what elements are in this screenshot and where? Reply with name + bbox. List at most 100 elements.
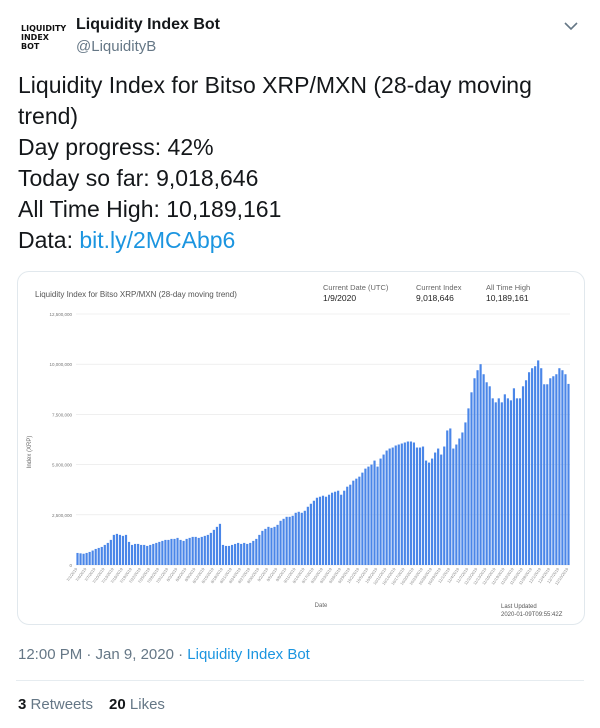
- bar: [276, 524, 279, 565]
- user-handle[interactable]: @LiquidityB: [76, 38, 157, 55]
- bar: [218, 523, 222, 565]
- bar: [206, 534, 209, 565]
- bar: [406, 441, 409, 565]
- bar: [403, 442, 406, 565]
- bar: [182, 540, 185, 565]
- chart-card[interactable]: Liquidity Index for Bitso XRP/MXN (28-da…: [17, 271, 585, 625]
- bar: [427, 462, 431, 565]
- bar: [76, 552, 79, 565]
- likes-count: 20: [109, 696, 126, 713]
- bar: [343, 490, 346, 565]
- bar: [367, 466, 370, 565]
- likes-label: Likes: [129, 696, 165, 713]
- bar: [549, 378, 552, 565]
- bar: [512, 388, 516, 565]
- bar: [355, 478, 358, 565]
- bar: [537, 360, 540, 565]
- bar: [497, 398, 500, 565]
- bar: [415, 447, 419, 565]
- bar: [318, 496, 322, 565]
- bar: [488, 386, 491, 565]
- bar: [97, 547, 100, 565]
- y-tick-label: 7,500,000: [52, 412, 73, 417]
- last-updated-label: Last Updated: [501, 604, 537, 610]
- timestamp-text[interactable]: 12:00 PM · Jan 9, 2020 ·: [18, 646, 188, 663]
- chart-svg: Liquidity Index for Bitso XRP/MXN (28-da…: [27, 283, 570, 618]
- bar: [267, 526, 270, 565]
- bar: [167, 539, 170, 565]
- data-label: Data:: [18, 227, 80, 253]
- bar: [100, 546, 103, 565]
- bar: [358, 476, 361, 565]
- bar: [352, 480, 355, 565]
- bar: [449, 428, 452, 565]
- bar: [485, 382, 488, 565]
- bar: [327, 494, 331, 565]
- bar: [388, 448, 391, 565]
- avatar[interactable]: LIQUIDITY INDEX BOT: [16, 12, 66, 62]
- bar: [482, 374, 485, 565]
- bar: [373, 460, 376, 565]
- bar: [309, 503, 312, 565]
- bar: [240, 543, 243, 565]
- display-name[interactable]: Liquidity Index Bot: [76, 16, 220, 33]
- tweet-header: LIQUIDITY INDEX BOT Liquidity Index Bot …: [16, 8, 584, 64]
- bar: [518, 398, 522, 565]
- tweet-text: Liquidity Index for Bitso XRP/MXN (28-da…: [18, 70, 578, 256]
- likes-stat[interactable]: 20 Likes: [109, 696, 165, 713]
- bar: [385, 450, 388, 565]
- bar: [224, 545, 228, 565]
- bar: [237, 542, 240, 565]
- bar: [152, 543, 155, 565]
- bar: [155, 542, 158, 565]
- bar: [203, 535, 206, 565]
- bar: [273, 526, 276, 565]
- bar: [340, 494, 343, 565]
- chevron-down-icon[interactable]: [564, 18, 578, 34]
- bar: [479, 364, 482, 565]
- bar: [521, 386, 525, 565]
- bar: [418, 447, 422, 565]
- bar: [106, 542, 109, 565]
- bar: [191, 536, 194, 565]
- tweet-line-ath: All Time High: 10,189,161: [18, 196, 282, 222]
- bar: [370, 464, 373, 565]
- bar: [346, 486, 349, 565]
- bar: [143, 544, 146, 565]
- bar: [409, 441, 412, 565]
- retweets-stat[interactable]: 3 Retweets: [18, 696, 93, 713]
- source-link[interactable]: Liquidity Index Bot: [187, 646, 310, 663]
- last-updated-value: 2020-01-09T09:55:42Z: [501, 612, 563, 618]
- bar: [400, 443, 403, 565]
- data-link[interactable]: bit.ly/2MCAbp6: [79, 227, 236, 253]
- bar: [473, 378, 476, 565]
- bar: [258, 534, 261, 565]
- tweet-line-progress: Day progress: 42%: [18, 134, 214, 160]
- bar: [379, 458, 382, 565]
- bar: [452, 448, 455, 565]
- bar: [282, 518, 285, 565]
- bar: [543, 384, 546, 565]
- bar: [515, 398, 519, 565]
- chart-title: Liquidity Index for Bitso XRP/MXN (28-da…: [35, 290, 237, 299]
- bar: [440, 454, 443, 565]
- y-axis-ticks: 0 2,500,000 5,000,000 7,500,000 10,000,000 12…: [49, 312, 72, 568]
- bar: [109, 539, 112, 565]
- bar: [464, 422, 467, 565]
- bar: [300, 512, 303, 565]
- bar: [494, 402, 497, 565]
- y-tick-label: 5,000,000: [52, 463, 73, 468]
- bar: [376, 466, 379, 565]
- bar: [394, 445, 397, 565]
- x-axis-ticks: 7/1/20197/4/20197/7/20197/10/20197/13/20…: [65, 566, 569, 586]
- bar: [179, 539, 182, 565]
- bar: [82, 553, 85, 565]
- x-axis-label: Date: [315, 603, 328, 609]
- bar: [397, 444, 400, 565]
- bar: [458, 438, 461, 565]
- chart-bars: [76, 360, 570, 565]
- avatar-line-1: LIQUIDITY: [21, 23, 67, 33]
- bar: [173, 538, 176, 565]
- bar: [531, 368, 534, 565]
- bar: [315, 497, 319, 565]
